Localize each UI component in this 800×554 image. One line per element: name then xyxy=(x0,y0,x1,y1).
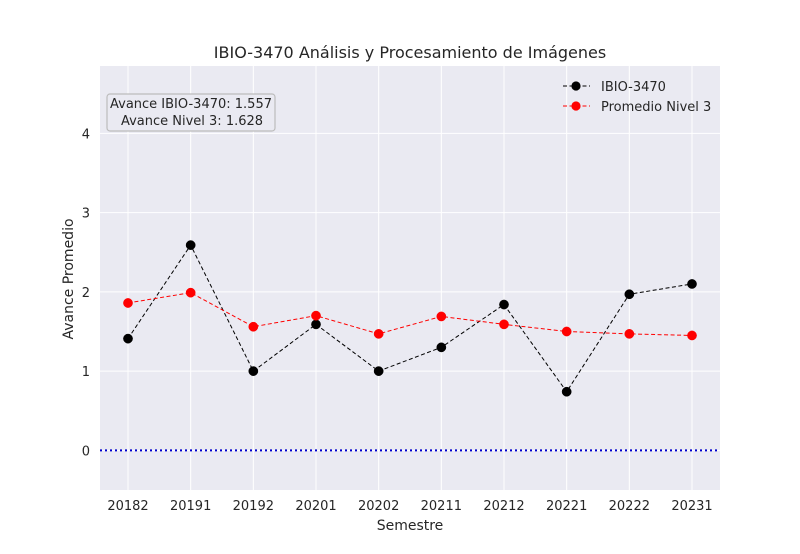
data-point xyxy=(311,319,321,330)
y-tick-label: 3 xyxy=(82,207,90,222)
data-point xyxy=(123,298,133,308)
x-tick-label: 20211 xyxy=(421,499,462,514)
legend-label: Promedio Nivel 3 xyxy=(601,100,711,115)
data-point xyxy=(123,333,133,344)
x-tick-label: 20231 xyxy=(671,499,712,514)
x-tick-label: 20222 xyxy=(609,499,650,514)
summary-annotation: Avance IBIO-3470: 1.557 Avance Nivel 3: … xyxy=(106,93,276,132)
annotation-line-nivel: Avance Nivel 3: 1.628 xyxy=(121,114,263,129)
x-tick-label: 20202 xyxy=(358,499,399,514)
legend-marker xyxy=(571,81,581,91)
annotation-box-frame xyxy=(106,93,276,132)
legend: IBIO-3470 Promedio Nivel 3 xyxy=(563,80,711,115)
legend-marker xyxy=(571,101,581,111)
series-group xyxy=(123,240,697,397)
data-point xyxy=(373,329,384,339)
x-tick-label: 20212 xyxy=(483,499,524,514)
data-point xyxy=(248,321,259,332)
x-axis-title: Semestre xyxy=(377,518,444,534)
series-line xyxy=(127,244,693,393)
x-tick-label: 20201 xyxy=(295,499,336,514)
x-tick-label: 20182 xyxy=(107,499,148,514)
chart-title: IBIO-3470 Análisis y Procesamiento de Im… xyxy=(214,43,606,62)
data-point xyxy=(436,311,447,322)
data-point xyxy=(561,326,572,337)
data-point xyxy=(436,342,447,353)
legend-item: Promedio Nivel 3 xyxy=(563,100,711,115)
data-point xyxy=(185,240,196,250)
y-tick-label: 1 xyxy=(82,365,90,380)
grid-lines xyxy=(100,66,720,490)
data-point xyxy=(687,330,697,341)
y-tick-label: 2 xyxy=(82,286,90,301)
data-point xyxy=(624,329,635,339)
x-tick-label: 20192 xyxy=(233,499,274,514)
annotation-line-ibio: Avance IBIO-3470: 1.557 xyxy=(110,97,272,112)
data-point xyxy=(561,386,572,397)
x-tick-label: 20191 xyxy=(170,499,211,514)
data-point xyxy=(185,287,196,298)
x-tick-label: 20221 xyxy=(546,499,587,514)
data-point xyxy=(687,279,697,289)
data-point xyxy=(499,319,509,330)
data-point xyxy=(499,299,509,310)
legend-label: IBIO-3470 xyxy=(601,80,666,95)
y-tick-label: 4 xyxy=(82,127,90,142)
plot-area xyxy=(100,66,720,490)
y-tick-label: 0 xyxy=(82,444,90,459)
legend-item: IBIO-3470 xyxy=(563,80,666,95)
series-ibio-3470 xyxy=(123,240,697,397)
y-axis-title: Avance Promedio xyxy=(61,218,77,339)
data-point xyxy=(624,289,635,300)
series-promedio-nivel-3 xyxy=(123,287,697,341)
tick-labels: 0 1 2 3 4 20182 20191 20192 20201 20202 20211 20212… xyxy=(82,127,713,514)
data-point xyxy=(248,366,259,376)
series-line xyxy=(127,292,693,336)
data-point xyxy=(373,366,384,376)
data-point xyxy=(311,310,321,321)
